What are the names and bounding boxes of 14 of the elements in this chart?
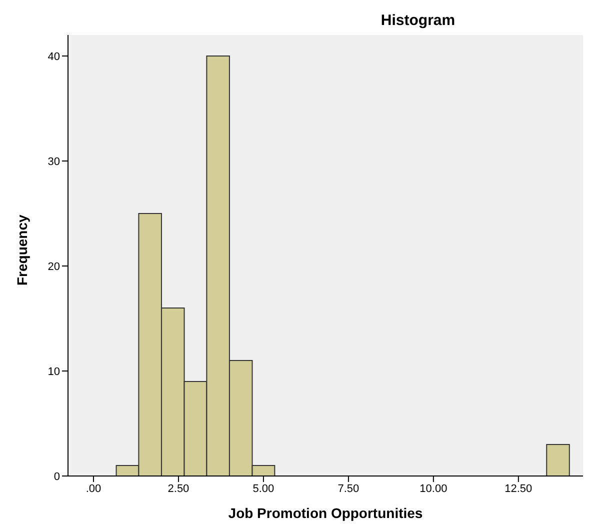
x-tick-label: 7.50 [338,482,360,495]
chart-title: Histogram [380,12,456,29]
y-tick-label: 0 [54,470,60,483]
x-tick-label: 5.00 [252,482,274,495]
x-tick-label: .00 [86,482,102,495]
y-axis-title: Frequency [14,214,30,286]
x-tick-label: 12.50 [504,482,532,495]
y-tick-label: 20 [48,260,60,273]
y-tick-label: 30 [48,156,60,168]
x-tick-label: 10.00 [420,482,448,495]
y-tick-label: 10 [48,366,60,378]
x-axis-title: Job Promotion Opportunities [228,505,423,521]
x-tick-label: 2.50 [168,482,190,495]
y-tick-label: 40 [48,50,60,63]
